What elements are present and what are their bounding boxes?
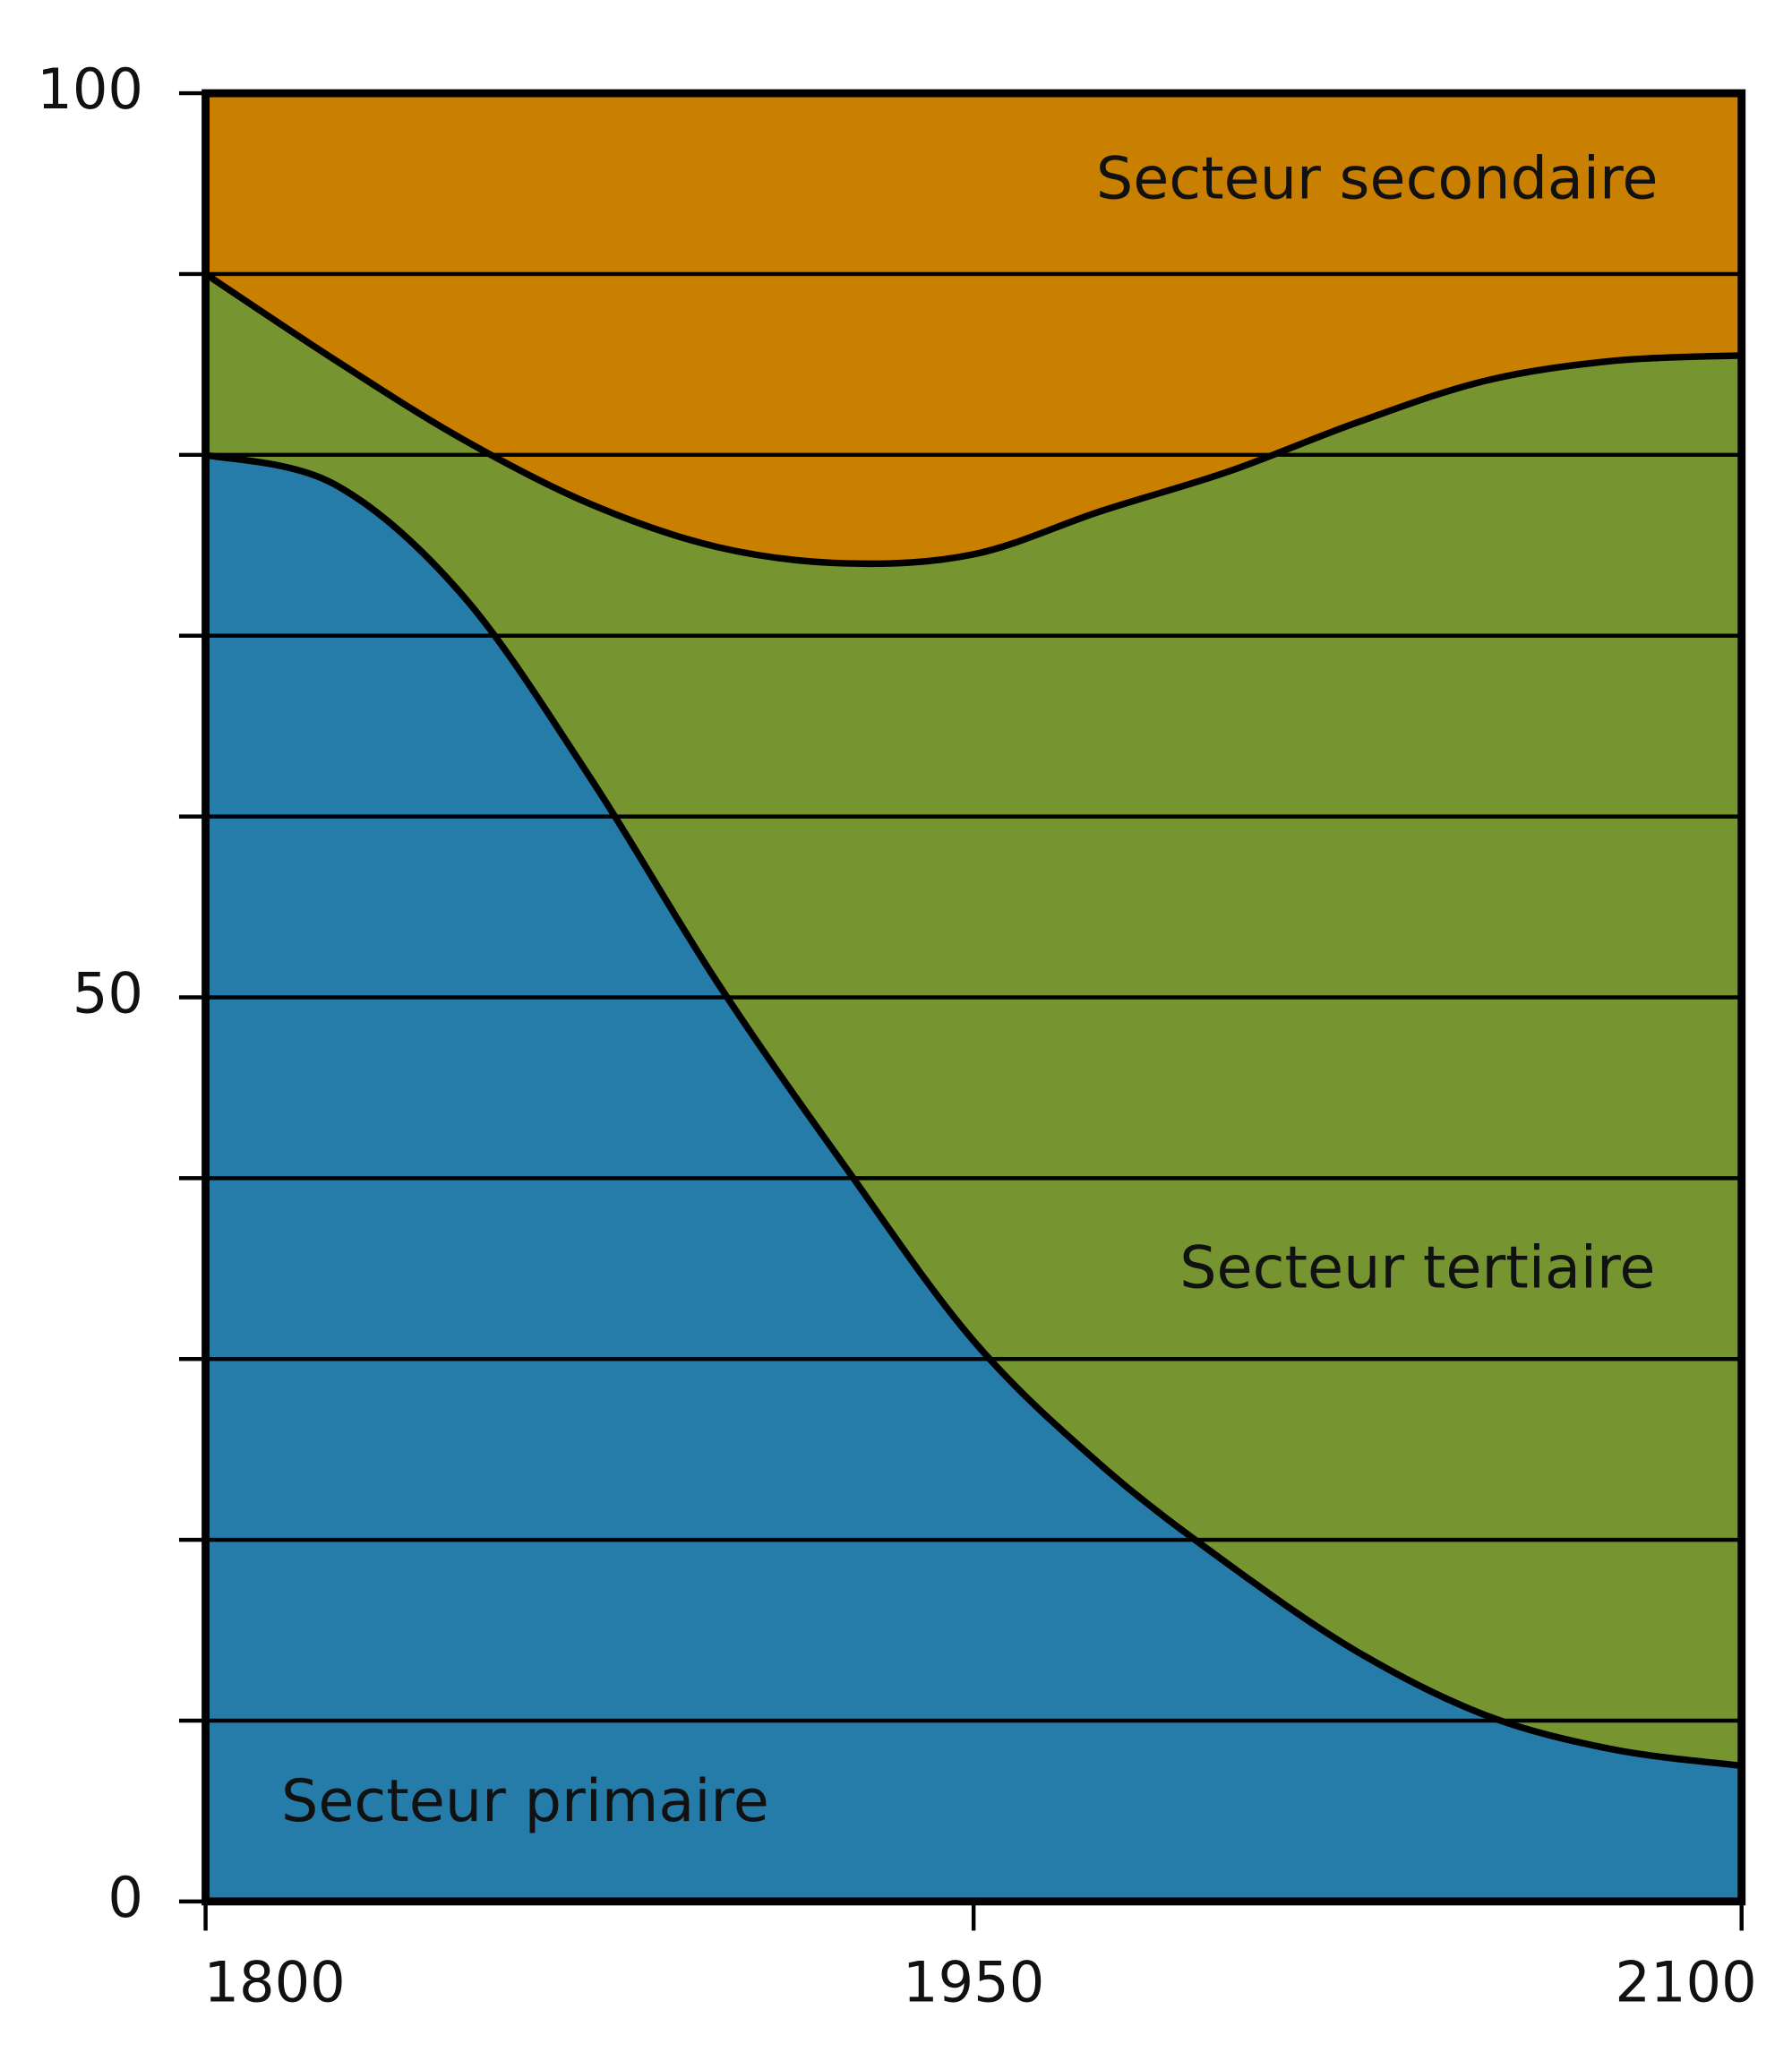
series-label: Secteur secondaire (1096, 145, 1659, 212)
x-tick-label: 2100 (1615, 1950, 1756, 2015)
plot-frame (201, 89, 1746, 1906)
area (205, 93, 1742, 564)
x-tick-label: 1950 (903, 1950, 1044, 2015)
area (205, 273, 1742, 1766)
y-tick-label: 50 (73, 961, 143, 1026)
y-tick-label: 0 (107, 1865, 143, 1930)
boundary-line (203, 271, 1742, 568)
series-label: Secteur tertiaire (1179, 1234, 1655, 1301)
labels: 0 50 100 1800 1950 2100 Secteur primaire Secteu… (37, 56, 1756, 2015)
lines (201, 89, 1746, 1906)
y-tick-label: 100 (37, 56, 143, 122)
boundary-line (204, 451, 1743, 1770)
series-label: Secteur primaire (281, 1768, 769, 1835)
x-tick-label: 1800 (203, 1950, 345, 2015)
